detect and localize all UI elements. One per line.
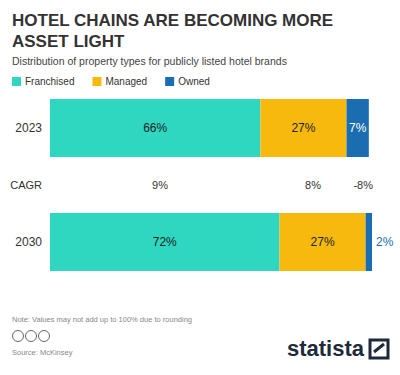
legend-label: Franchised bbox=[25, 76, 74, 87]
title-line: ASSET LIGHT bbox=[12, 32, 125, 51]
logo: statista bbox=[287, 336, 365, 361]
category-label: 2023 bbox=[15, 121, 42, 135]
source: Source: McKinsey bbox=[12, 348, 73, 357]
cagr-value: -8% bbox=[353, 179, 373, 191]
bars bbox=[50, 99, 372, 271]
plot-area bbox=[50, 99, 372, 271]
bar-segment bbox=[50, 99, 260, 157]
background bbox=[0, 0, 400, 375]
bar-segment bbox=[50, 213, 280, 271]
legend-swatch bbox=[12, 77, 21, 86]
logo-icon bbox=[370, 340, 388, 358]
data-label: 27% bbox=[291, 121, 315, 135]
bar-segment bbox=[280, 213, 366, 271]
legend-swatch bbox=[92, 77, 101, 86]
bar-segment bbox=[346, 99, 368, 157]
cc-icon bbox=[26, 331, 37, 342]
legend-label: Managed bbox=[105, 76, 147, 87]
cc-icon bbox=[39, 331, 50, 342]
subtitle: Distribution of property types for publi… bbox=[12, 55, 287, 67]
category-label: 2030 bbox=[15, 235, 42, 249]
cagr-value: 8% bbox=[305, 179, 321, 191]
cagr-label: CAGR bbox=[10, 179, 42, 191]
chart: HOTEL CHAINS ARE BECOMING MORE ASSET LIGH… bbox=[0, 0, 400, 375]
data-label: 72% bbox=[153, 235, 177, 249]
legend-label: Owned bbox=[178, 76, 210, 87]
note: Note: Values may not add up to 100% due … bbox=[12, 315, 192, 324]
data-labels: 66% 27% 7% 72% 27% 2% bbox=[143, 121, 393, 249]
data-label: 66% bbox=[143, 121, 167, 135]
data-label: 7% bbox=[349, 121, 367, 135]
bar-segment bbox=[260, 99, 346, 157]
cc-icon bbox=[13, 331, 24, 342]
title: HOTEL CHAINS ARE BECOMING MORE ASSET LIGH… bbox=[12, 11, 333, 51]
cagr-value: 9% bbox=[152, 179, 168, 191]
legend-swatch bbox=[165, 77, 174, 86]
bar-segment bbox=[366, 213, 372, 271]
title-line: HOTEL CHAINS ARE BECOMING MORE bbox=[12, 11, 333, 30]
data-label: 27% bbox=[311, 235, 335, 249]
data-label: 2% bbox=[376, 235, 394, 249]
